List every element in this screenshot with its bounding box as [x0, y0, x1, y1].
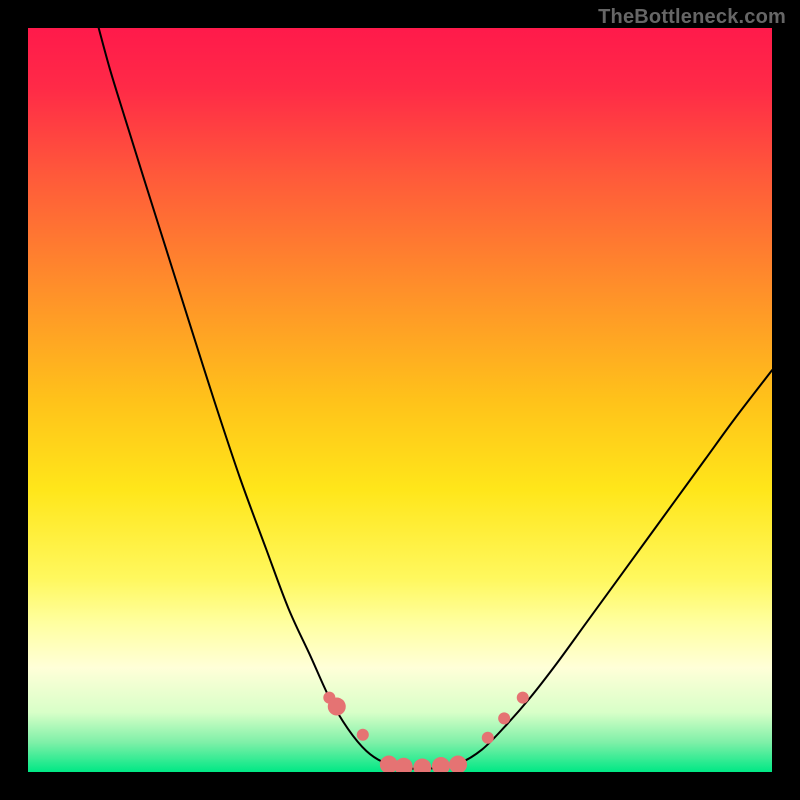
curve-marker: [328, 698, 346, 716]
curve-marker: [517, 692, 529, 704]
curve-marker: [357, 729, 369, 741]
curve-marker: [482, 732, 494, 744]
curve-marker: [432, 757, 450, 775]
chart-root: TheBottleneck.com: [0, 0, 800, 800]
bottleneck-curve-plot: [0, 0, 800, 800]
curve-marker: [449, 756, 467, 774]
plot-background: [28, 28, 772, 772]
curve-marker: [413, 759, 431, 777]
curve-marker: [395, 758, 413, 776]
curve-marker: [498, 712, 510, 724]
